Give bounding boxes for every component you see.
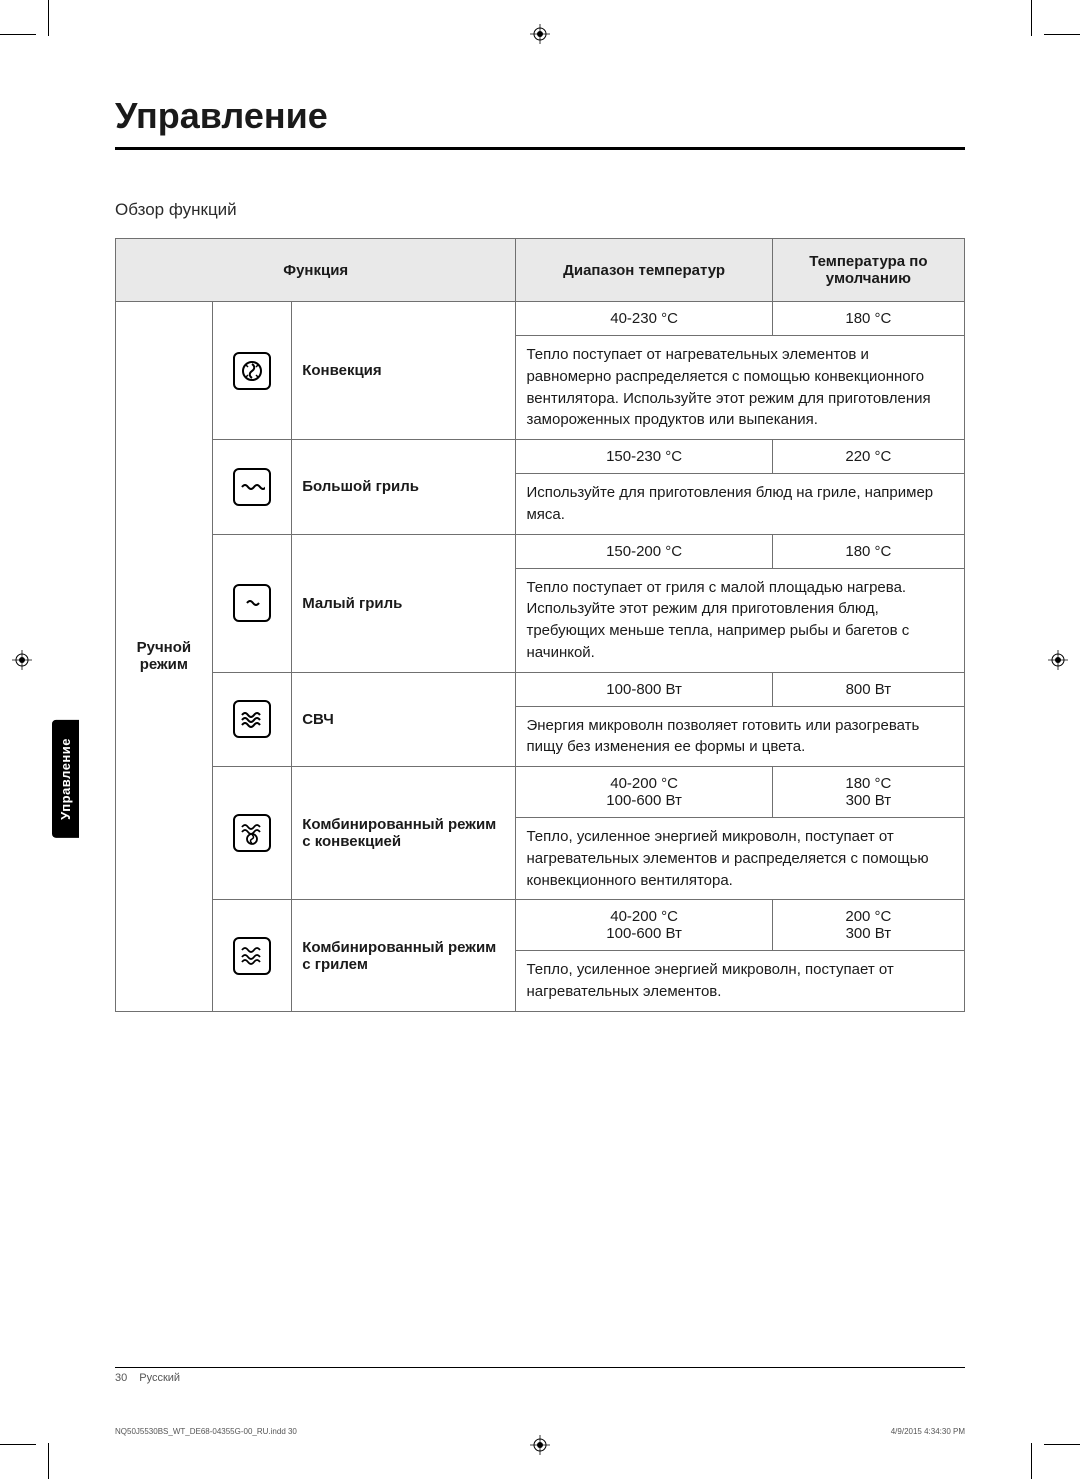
- mode-default: 180 °C: [772, 534, 964, 568]
- table-row: Малый гриль 150-200 °C 180 °C: [116, 534, 965, 568]
- crop-mark: [1031, 0, 1032, 36]
- page-footer: 30 Русский: [115, 1367, 965, 1384]
- mode-icon-cell: [212, 767, 291, 900]
- mode-range: 150-230 °C: [516, 440, 772, 474]
- mode-name: СВЧ: [292, 672, 516, 767]
- print-metadata: NQ50J5530BS_WT_DE68-04355G-00_RU.indd 30…: [115, 1427, 965, 1436]
- mode-desc: Тепло поступает от нагревательных элемен…: [516, 336, 965, 440]
- section-side-tab: Управление: [52, 720, 79, 838]
- crop-mark: [0, 34, 36, 35]
- mode-range: 40-200 °C 100-600 Вт: [516, 900, 772, 951]
- subtitle: Обзор функций: [115, 200, 965, 220]
- page-title: Управление: [115, 95, 965, 150]
- table-row: Большой гриль 150-230 °C 220 °C: [116, 440, 965, 474]
- combi-grill-icon: [233, 937, 271, 975]
- mode-icon-cell: [212, 534, 291, 672]
- mode-default: 180 °C 300 Вт: [772, 767, 964, 818]
- header-range: Диапазон температур: [516, 239, 772, 302]
- crop-mark: [48, 0, 49, 36]
- large-grill-icon: [233, 468, 271, 506]
- table-row: Комбинированный режим с грилем 40-200 °C…: [116, 900, 965, 951]
- mode-desc: Тепло, усиленное энергией микроволн, пос…: [516, 951, 965, 1012]
- crop-mark: [0, 1444, 36, 1445]
- mode-desc: Тепло, усиленное энергией микроволн, пос…: [516, 818, 965, 900]
- header-default: Температура по умолчанию: [772, 239, 964, 302]
- crop-mark: [48, 1443, 49, 1479]
- crop-mark: [1044, 1444, 1080, 1445]
- table-row: Ручной режим Конвекция 40-230 °C 180 °C: [116, 302, 965, 336]
- table-row: Комбинированный режим с конвекцией 40-20…: [116, 767, 965, 818]
- registration-mark-icon: [1048, 650, 1068, 670]
- mode-icon-cell: [212, 900, 291, 1012]
- mode-range: 100-800 Вт: [516, 672, 772, 706]
- mode-name: Конвекция: [292, 302, 516, 440]
- mode-default: 200 °C 300 Вт: [772, 900, 964, 951]
- mode-desc: Используйте для приготовления блюд на гр…: [516, 474, 965, 535]
- mode-name: Комбинированный режим с конвекцией: [292, 767, 516, 900]
- mode-range: 40-230 °C: [516, 302, 772, 336]
- microwave-icon: [233, 700, 271, 738]
- mode-range: 40-200 °C 100-600 Вт: [516, 767, 772, 818]
- mode-default: 180 °C: [772, 302, 964, 336]
- registration-mark-icon: [12, 650, 32, 670]
- header-function: Функция: [116, 239, 516, 302]
- combi-convection-icon: [233, 814, 271, 852]
- convection-icon: [233, 352, 271, 390]
- mode-desc: Энергия микроволн позволяет готовить или…: [516, 706, 965, 767]
- indd-filename: NQ50J5530BS_WT_DE68-04355G-00_RU.indd 30: [115, 1427, 297, 1436]
- mode-default: 800 Вт: [772, 672, 964, 706]
- group-cell: Ручной режим: [116, 302, 213, 1012]
- mode-default: 220 °C: [772, 440, 964, 474]
- footer-lang: Русский: [139, 1372, 180, 1384]
- mode-icon-cell: [212, 440, 291, 535]
- crop-mark: [1031, 1443, 1032, 1479]
- page-content: Управление Управление Обзор функций Функ…: [115, 95, 965, 1384]
- mode-desc: Тепло поступает от гриля с малой площадь…: [516, 568, 965, 672]
- registration-mark-icon: [530, 24, 550, 44]
- functions-table: Функция Диапазон температур Температура …: [115, 238, 965, 1012]
- table-header-row: Функция Диапазон температур Температура …: [116, 239, 965, 302]
- indd-timestamp: 4/9/2015 4:34:30 PM: [891, 1427, 965, 1436]
- mode-icon-cell: [212, 672, 291, 767]
- page-number: 30: [115, 1372, 127, 1384]
- mode-name: Малый гриль: [292, 534, 516, 672]
- table-row: СВЧ 100-800 Вт 800 Вт: [116, 672, 965, 706]
- registration-mark-icon: [530, 1435, 550, 1455]
- mode-icon-cell: [212, 302, 291, 440]
- small-grill-icon: [233, 584, 271, 622]
- crop-mark: [1044, 34, 1080, 35]
- mode-name: Большой гриль: [292, 440, 516, 535]
- mode-range: 150-200 °C: [516, 534, 772, 568]
- mode-name: Комбинированный режим с грилем: [292, 900, 516, 1012]
